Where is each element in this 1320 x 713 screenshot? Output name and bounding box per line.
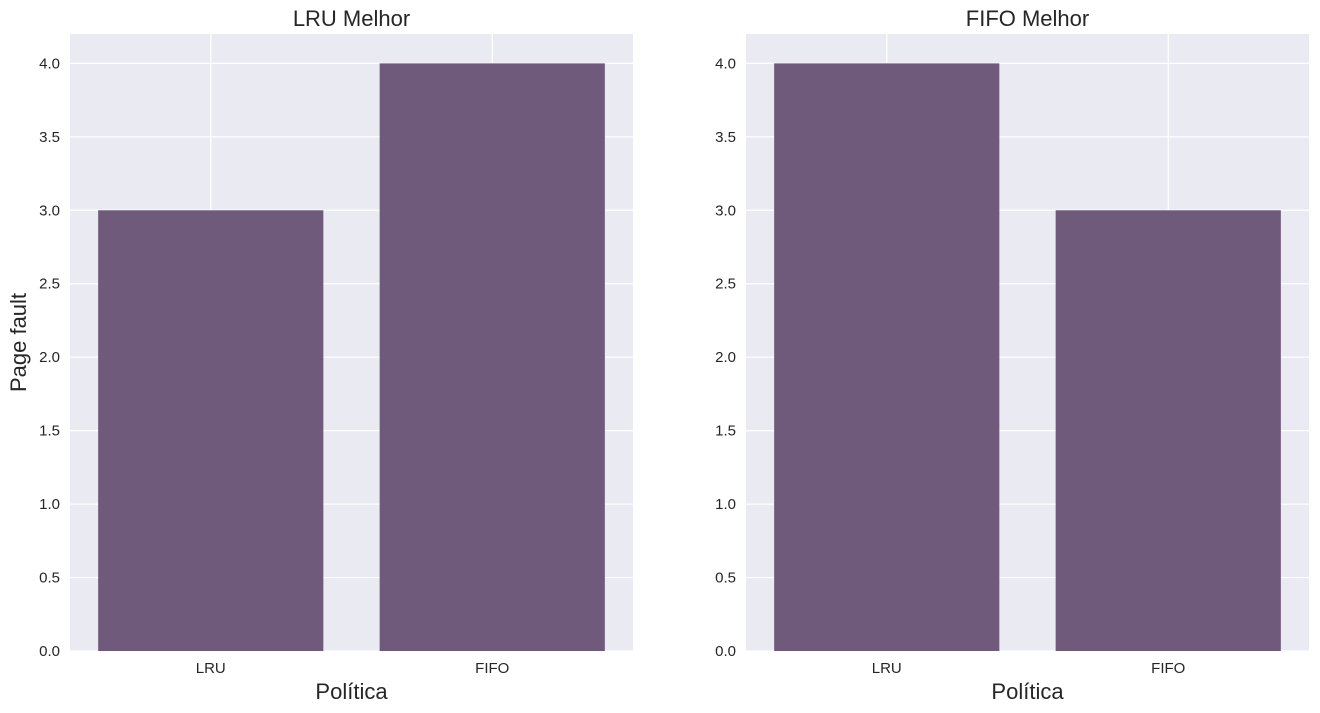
x-tick-label-lru: LRU	[872, 660, 902, 677]
y-tick-label: 1.5	[715, 423, 736, 440]
chart-title: LRU Melhor	[293, 6, 410, 31]
y-tick-label: 2.0	[39, 349, 60, 366]
chart-title: FIFO Melhor	[966, 6, 1089, 31]
y-tick-label: 1.0	[39, 496, 60, 513]
chart-panel-fifo-melhor: 0.0 0.5 1.0 1.5 2.0 2.5 3.0 3.5 4.0 LRU FIFO FIFO M…	[715, 6, 1309, 704]
bar-lru	[98, 210, 324, 652]
y-tick-label: 4.0	[715, 55, 736, 72]
y-tick-label: 3.5	[715, 129, 736, 146]
x-axis-label: Política	[315, 679, 388, 704]
y-tick-label: 2.0	[715, 349, 736, 366]
y-tick-label: 2.5	[715, 276, 736, 293]
bar-fifo	[1055, 210, 1281, 652]
y-tick-label: 0.5	[39, 570, 60, 587]
y-tick-label: 2.5	[39, 276, 60, 293]
y-tick-label: 3.0	[39, 202, 60, 219]
x-tick-label-fifo: FIFO	[475, 660, 509, 677]
y-tick-label: 3.5	[39, 129, 60, 146]
x-tick-label-fifo: FIFO	[1151, 660, 1185, 677]
y-tick-label: 1.0	[715, 496, 736, 513]
y-axis-label: Page fault	[6, 293, 31, 392]
y-tick-label: 0.0	[715, 643, 736, 660]
y-tick-label: 0.0	[39, 643, 60, 660]
y-tick-label: 0.5	[715, 570, 736, 587]
x-axis-label: Política	[991, 679, 1064, 704]
y-tick-label: 4.0	[39, 55, 60, 72]
bar-fifo	[379, 63, 605, 651]
chart-panel-lru-melhor: 0.0 0.5 1.0 1.5 2.0 2.5 3.0 3.5 4.0 LRU FIFO LRU Me…	[6, 6, 633, 704]
x-tick-label-lru: LRU	[196, 660, 226, 677]
y-tick-label: 3.0	[715, 202, 736, 219]
bar-lru	[774, 63, 1000, 651]
y-tick-label: 1.5	[39, 423, 60, 440]
